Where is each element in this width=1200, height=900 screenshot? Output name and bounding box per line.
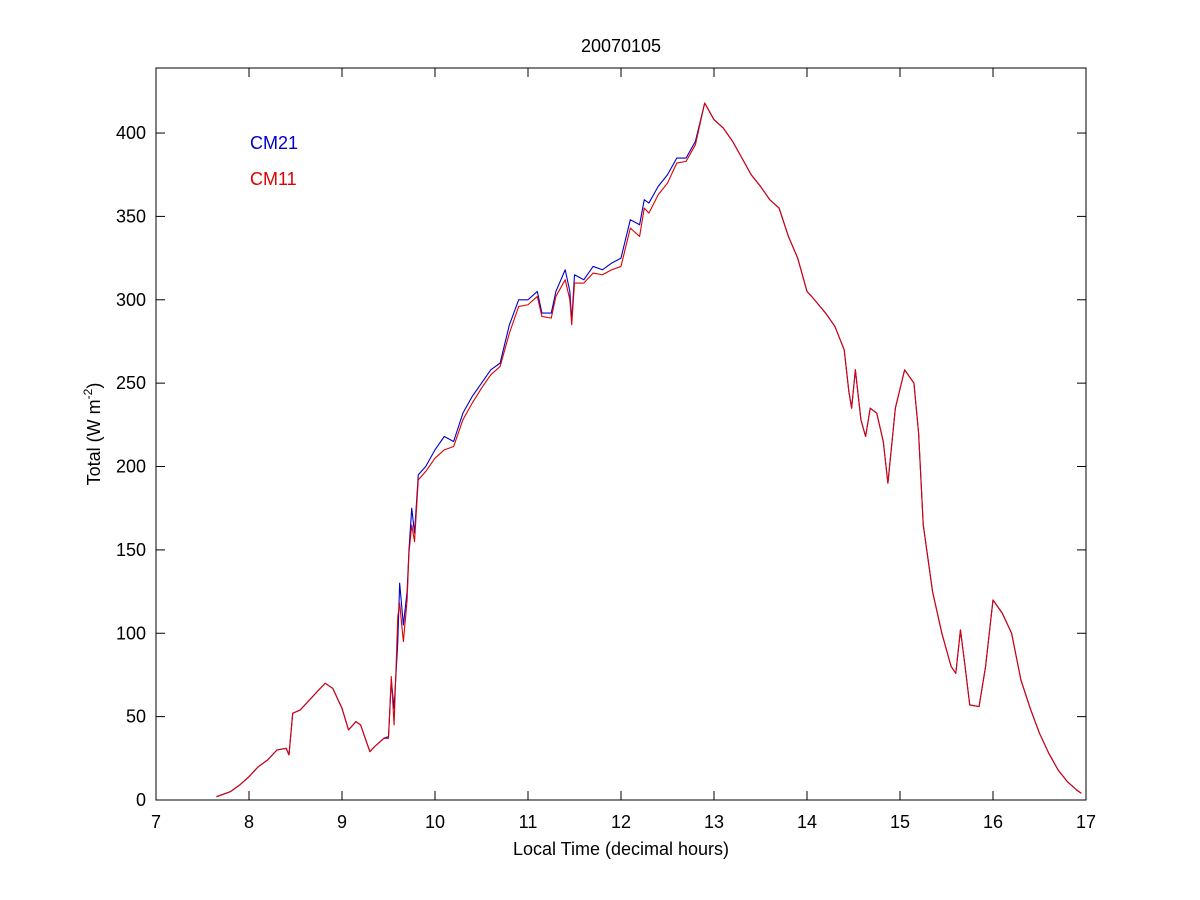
y-axis-label: Total (W m-2) <box>81 383 104 486</box>
y-tick-label: 0 <box>136 790 146 810</box>
x-tick-label: 9 <box>337 812 347 832</box>
y-tick-label: 100 <box>116 623 146 643</box>
x-tick-label: 13 <box>704 812 724 832</box>
x-tick-label: 7 <box>151 812 161 832</box>
y-axis-label-suffix: ) <box>84 383 104 389</box>
x-tick-label: 8 <box>244 812 254 832</box>
legend-entry: CM11 <box>250 169 297 189</box>
legend-entry: CM21 <box>250 133 298 153</box>
series-line <box>216 102 1082 798</box>
x-tick-label: 16 <box>983 812 1003 832</box>
y-axis-label-text: Total (W m <box>84 399 104 485</box>
x-tick-label: 17 <box>1076 812 1096 832</box>
x-tick-label: 14 <box>797 812 817 832</box>
y-tick-label: 300 <box>116 290 146 310</box>
plot-box <box>155 67 1087 801</box>
y-tick-label: 50 <box>126 707 146 727</box>
chart-title: 20070105 <box>581 36 661 56</box>
y-tick-label: 350 <box>116 206 146 226</box>
x-tick-label: 10 <box>425 812 445 832</box>
x-tick-label: 15 <box>890 812 910 832</box>
y-tick-label: 200 <box>116 457 146 477</box>
y-tick-label: 400 <box>116 123 146 143</box>
x-axis-label: Local Time (decimal hours) <box>513 839 729 859</box>
x-tick-label: 11 <box>519 812 538 832</box>
y-tick-label: 250 <box>116 373 146 393</box>
y-axis-label-superscript: -2 <box>81 388 95 399</box>
x-tick-label: 12 <box>611 812 631 832</box>
y-tick-label: 150 <box>116 540 146 560</box>
